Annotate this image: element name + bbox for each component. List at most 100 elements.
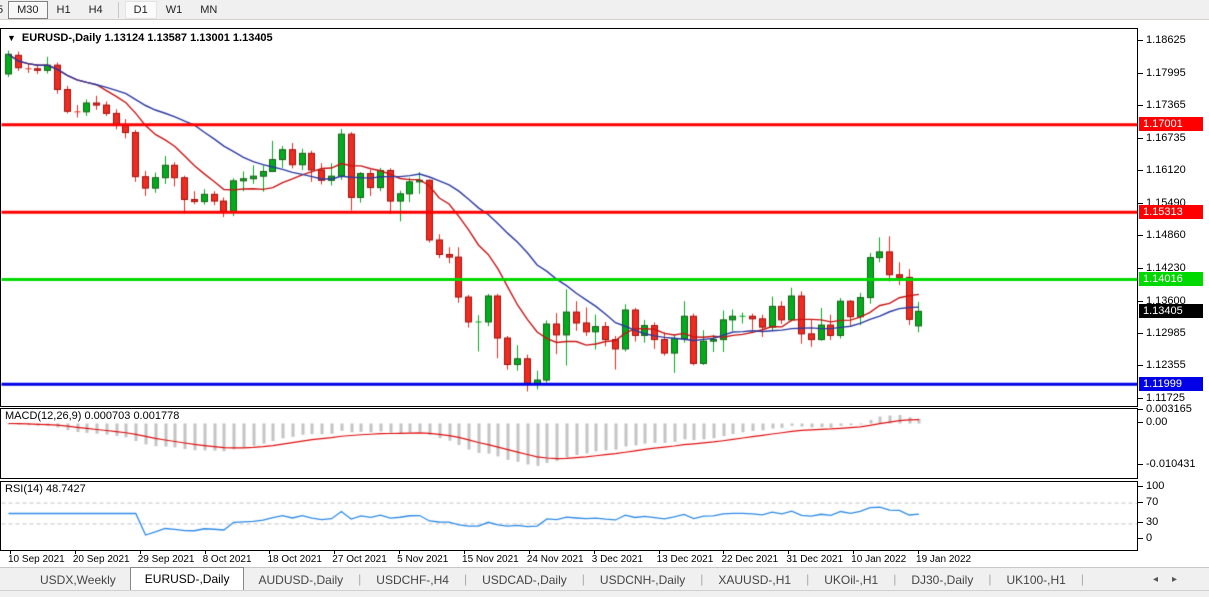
date-tick-label: 18 Oct 2021 <box>267 554 322 565</box>
macd-main-value: 0.000703 <box>84 410 131 422</box>
tab-separator: | <box>806 572 810 586</box>
timeframe-toolbar: 5 M30 H1 H4 D1 W1 MN <box>0 0 1209 20</box>
macd-tick-mark <box>1138 422 1143 423</box>
date-tick-label: 15 Nov 2021 <box>462 554 519 565</box>
price-tick-label: 1.14860 <box>1146 229 1186 242</box>
tab-separator: | <box>1080 572 1084 586</box>
level-price-badge: 1.15313 <box>1139 204 1203 219</box>
price-axis[interactable]: 1.18625 1.17995 1.17365 1.16735 1.16120 1.154… <box>1138 28 1209 551</box>
date-tick-mark <box>918 550 920 554</box>
date-tick-mark <box>788 550 790 554</box>
price-tick-label: 1.12985 <box>1146 326 1186 339</box>
chart-tab-usdx-weekly[interactable]: USDX,Weekly <box>40 572 116 587</box>
chart-tab-audusd-daily[interactable]: AUDUSD-,Daily <box>258 572 344 587</box>
rsi-panel: RSI(14) 48.7427 <box>0 481 1138 551</box>
date-tick-label: 20 Sep 2021 <box>72 554 130 565</box>
macd-tick-mark <box>1138 409 1143 411</box>
price-tick-mark <box>1138 169 1143 171</box>
date-tick-label: 8 Oct 2021 <box>202 554 252 565</box>
rsi-tick-label: 30 <box>1146 516 1159 529</box>
date-tick-mark <box>139 550 141 554</box>
date-tick-label: 10 Jan 2022 <box>851 554 907 565</box>
chart-ohlc-text: 1.13124 1.13587 1.13001 1.13405 <box>104 32 273 44</box>
macd-canvas[interactable] <box>1 409 1137 478</box>
price-tick-mark <box>1138 40 1143 41</box>
date-tick-mark <box>723 550 725 554</box>
macd-panel: MACD(12,26,9) 0.000703 0.001778 <box>0 408 1138 479</box>
date-tick-label: 13 Dec 2021 <box>656 554 714 565</box>
tab-separator: | <box>988 572 992 586</box>
chart-symbol-label: EURUSD-,Daily <box>21 32 102 44</box>
chart-tab-uk100-h1[interactable]: UK100-,H1 <box>1006 572 1066 587</box>
tab-separator: | <box>581 572 585 586</box>
price-tick-mark <box>1138 300 1143 302</box>
date-tick-mark <box>464 550 466 554</box>
rsi-tick-label: 70 <box>1146 495 1159 508</box>
tab-separator: | <box>358 572 362 586</box>
chart-tab-dj30-daily[interactable]: DJ30-,Daily <box>911 572 974 587</box>
tab-scroll-right-icon[interactable]: ▸ <box>1171 573 1191 585</box>
timeframe-button-h4[interactable]: H4 <box>88 3 103 16</box>
price-tick-mark <box>1138 268 1143 269</box>
date-tick-label: 5 Nov 2021 <box>397 554 449 565</box>
collapse-triangle-icon[interactable]: ▼ <box>7 33 16 43</box>
timeframe-button-d1[interactable]: D1 <box>124 0 157 19</box>
date-tick-label: 10 Sep 2021 <box>8 554 65 565</box>
date-tick-label: 22 Dec 2021 <box>721 554 779 565</box>
chart-tab-eurusd-daily[interactable]: EURUSD-,Daily <box>129 567 245 590</box>
rsi-tick-label: 100 <box>1146 480 1165 492</box>
price-tick-mark <box>1138 202 1143 204</box>
level-price-badge: 1.17001 <box>1139 117 1203 132</box>
price-tick-label: 1.14230 <box>1146 262 1186 274</box>
date-tick-mark <box>593 550 595 554</box>
rsi-tick-mark <box>1138 486 1143 487</box>
macd-tick-mark <box>1138 464 1143 466</box>
date-tick-label: 29 Sep 2021 <box>137 554 195 565</box>
tab-scroll-arrows[interactable]: ◂▸ <box>1153 574 1191 585</box>
toolbar-separator <box>117 1 119 18</box>
rsi-tick-mark <box>1138 522 1143 524</box>
chart-tab-usdcnh-daily[interactable]: USDCNH-,Daily <box>599 572 686 587</box>
price-tick-mark <box>1138 235 1143 237</box>
price-tick-label: 1.18625 <box>1146 34 1186 46</box>
price-tick-mark <box>1138 105 1143 107</box>
tab-separator: | <box>893 572 897 586</box>
date-axis[interactable]: 10 Sep 2021 20 Sep 2021 29 Sep 2021 8 Oct 2… <box>0 550 1138 567</box>
date-tick-mark <box>204 550 206 554</box>
chart-tab-usdcad-daily[interactable]: USDCAD-,Daily <box>482 572 567 587</box>
price-tick-mark <box>1138 72 1143 74</box>
rsi-tick-label: 0 <box>1146 532 1153 544</box>
chart-tab-ukoil-h1[interactable]: UKOil-,H1 <box>824 572 879 587</box>
timeframe-button-h1[interactable]: H1 <box>56 3 71 16</box>
main-chart-panel: ▼ EURUSD-,Daily 1.13124 1.13587 1.13001 1… <box>0 28 1138 407</box>
price-tick-mark <box>1138 397 1143 399</box>
price-tick-label: 1.17995 <box>1146 66 1186 79</box>
status-bar <box>0 590 1209 597</box>
chart-tab-usdchf-h4[interactable]: USDCHF-,H4 <box>376 572 449 587</box>
price-tick-label: 1.11725 <box>1146 391 1185 404</box>
level-price-badge: 1.14016 <box>1139 272 1203 287</box>
chart-tab-xauusd-h1[interactable]: XAUUSD-,H1 <box>718 572 792 587</box>
macd-tick-label: 0.00 <box>1146 416 1168 428</box>
timeframe-button-mn[interactable]: MN <box>200 3 218 16</box>
price-tick-label: 1.16735 <box>1146 132 1186 145</box>
macd-label: MACD(12,26,9) 0.000703 0.001778 <box>5 410 180 422</box>
tab-scroll-left-icon[interactable]: ◂ <box>1152 573 1172 585</box>
rsi-canvas[interactable] <box>1 482 1137 550</box>
rsi-value: 48.7427 <box>45 483 86 495</box>
macd-signal-value: 0.001778 <box>133 410 180 422</box>
date-tick-label: 31 Dec 2021 <box>786 554 844 565</box>
timeframe-button-w1[interactable]: W1 <box>165 3 183 16</box>
current-price-badge: 1.13405 <box>1139 303 1203 318</box>
price-tick-mark <box>1138 365 1143 367</box>
date-tick-mark <box>10 550 11 554</box>
price-tick-label: 1.12355 <box>1146 359 1186 372</box>
macd-tick-label: 0.003165 <box>1146 403 1192 416</box>
date-tick-mark <box>399 550 401 554</box>
timeframe-button-5[interactable]: 5 <box>0 3 4 16</box>
price-tick-label: 1.13600 <box>1146 294 1186 307</box>
price-chart-canvas[interactable] <box>1 29 1137 406</box>
date-tick-mark <box>74 550 76 554</box>
timeframe-button-m30[interactable]: M30 <box>8 0 48 19</box>
